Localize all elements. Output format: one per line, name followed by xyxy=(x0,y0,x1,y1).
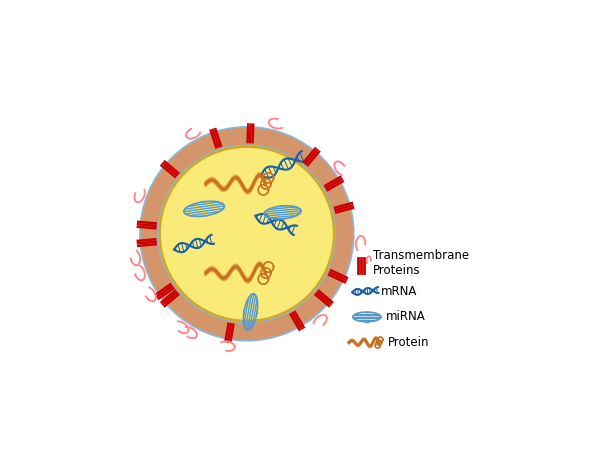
Circle shape xyxy=(160,146,334,321)
Circle shape xyxy=(140,127,354,341)
Text: Protein: Protein xyxy=(388,336,429,349)
Text: mRNA: mRNA xyxy=(381,285,418,298)
Text: Transmembrane
Proteins: Transmembrane Proteins xyxy=(373,250,469,277)
Text: miRNA: miRNA xyxy=(386,310,425,323)
